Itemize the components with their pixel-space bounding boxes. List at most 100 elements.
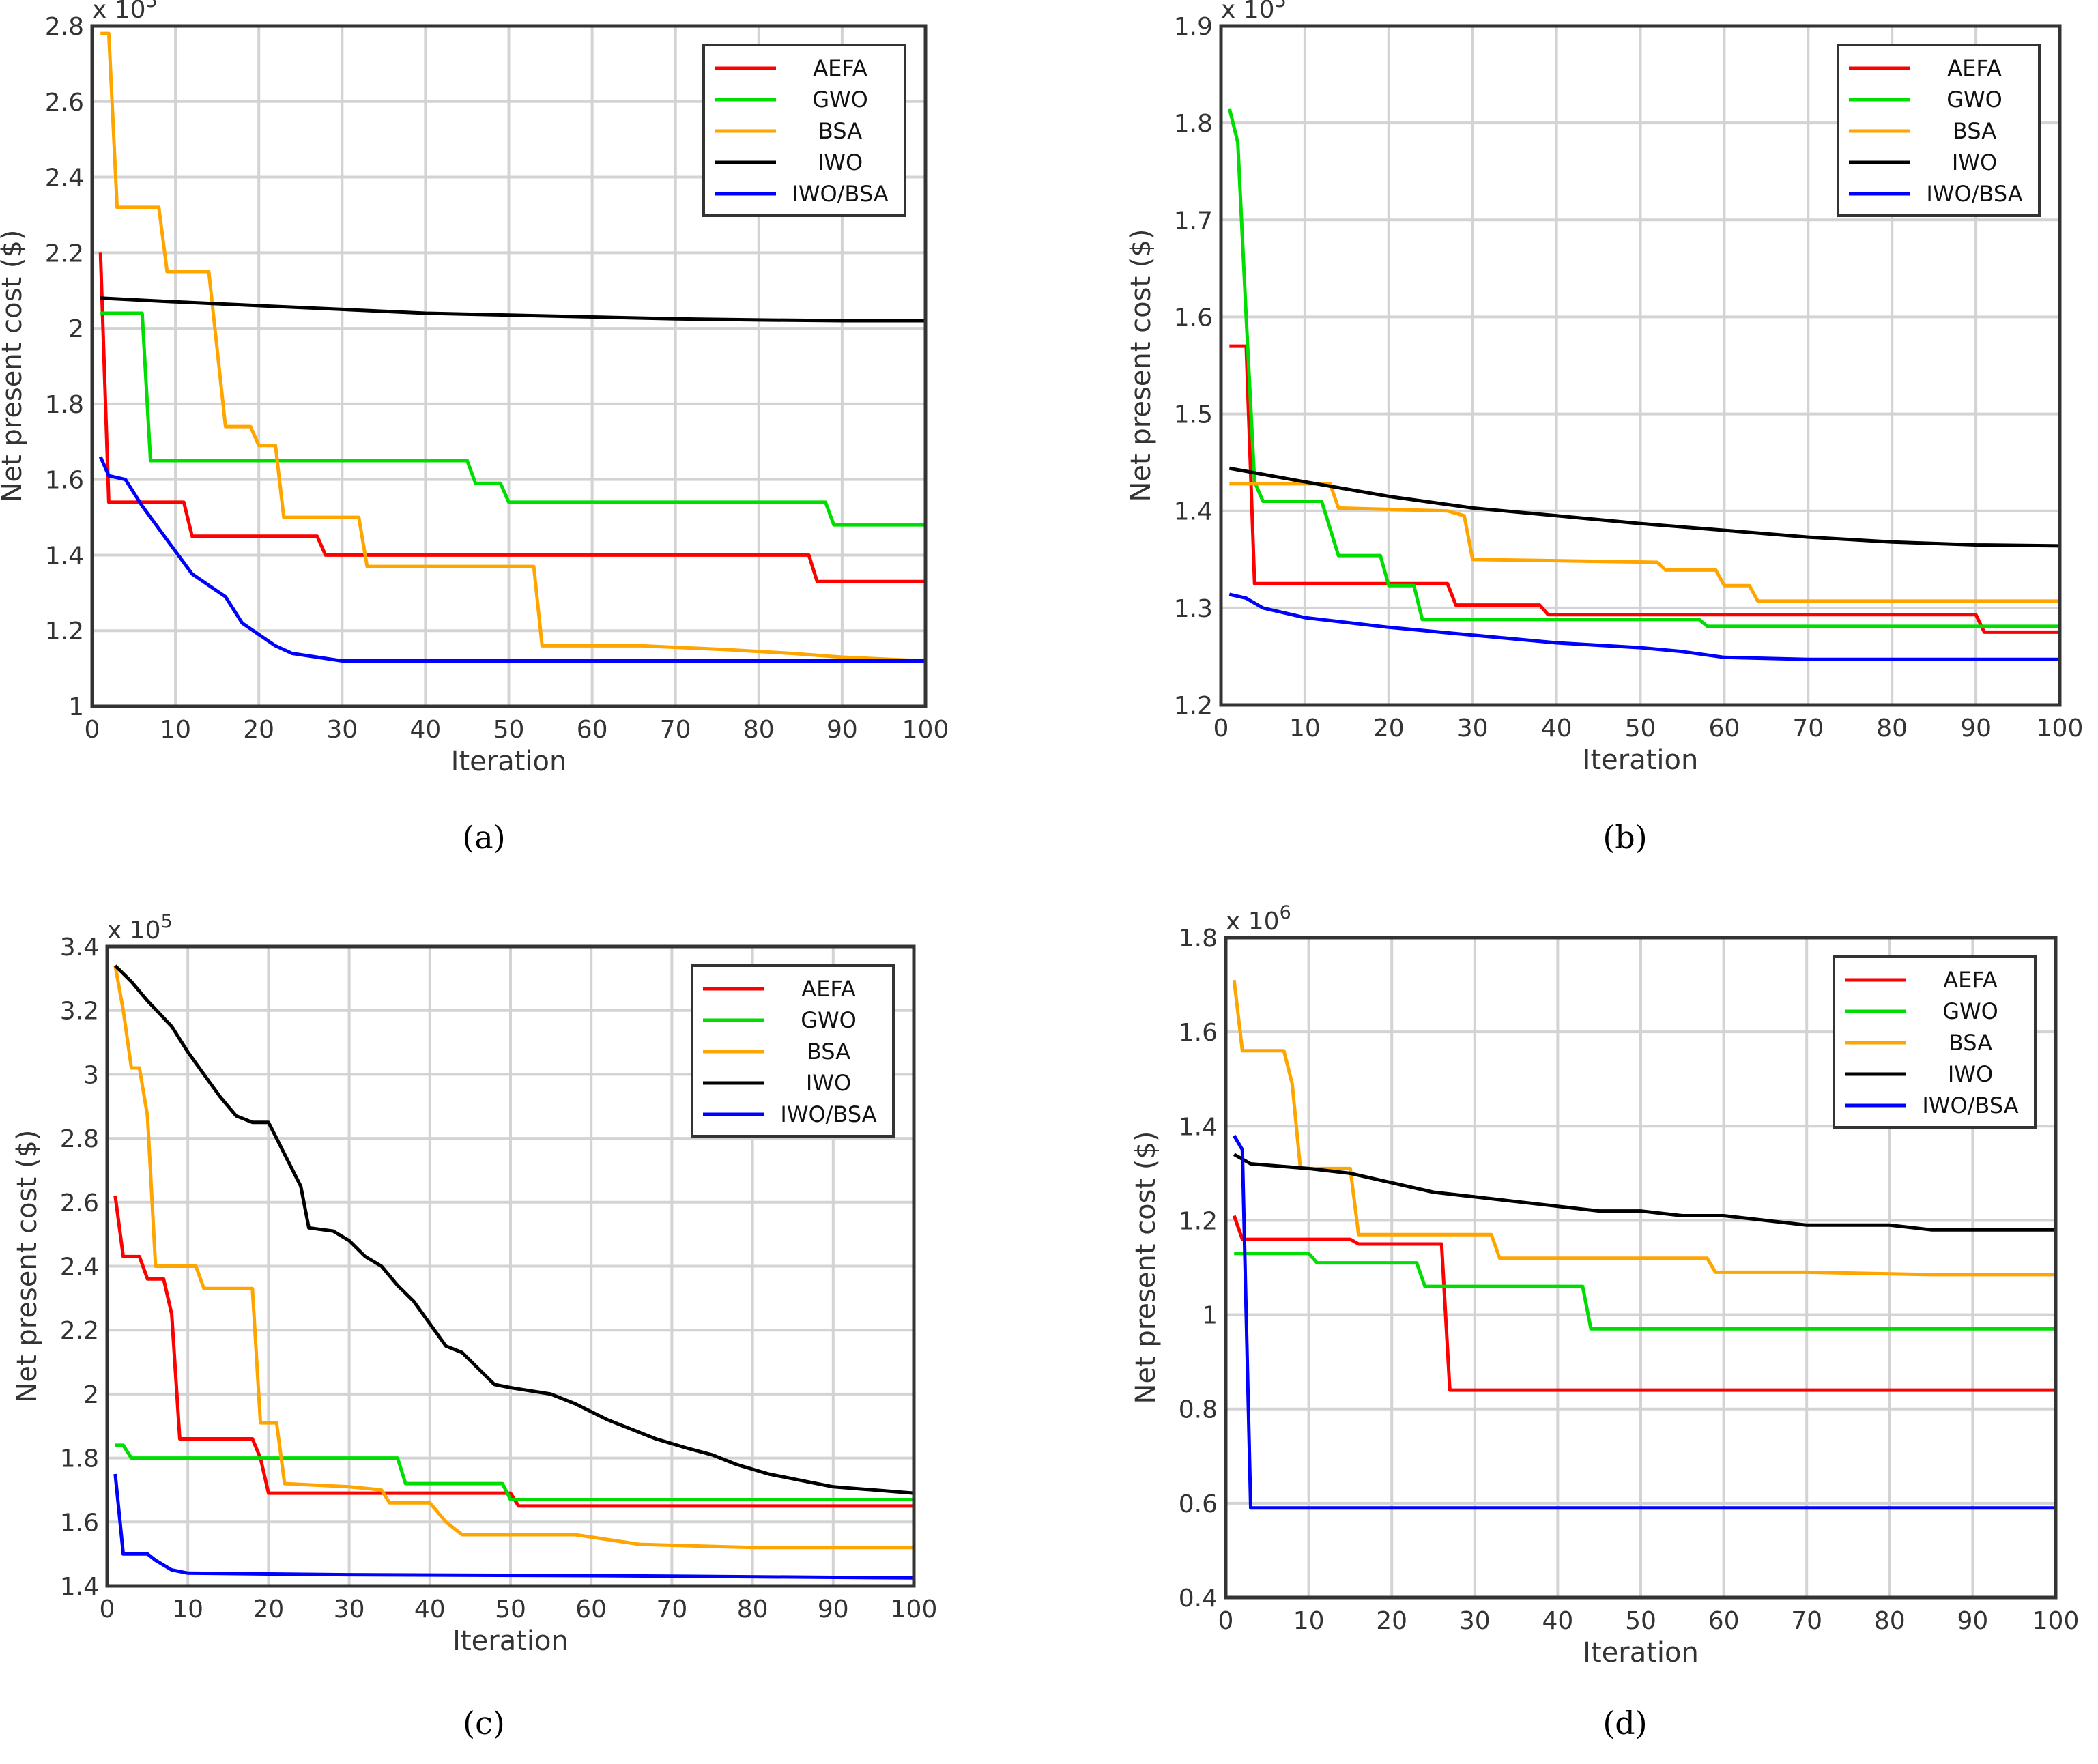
y-tick-label-c-8: 3 — [83, 1061, 99, 1089]
legend-label-iwo-c: IWO — [806, 1070, 851, 1096]
plot-frame-c — [105, 944, 916, 1588]
y-tick-label-c-5: 2.4 — [60, 1254, 99, 1282]
y-tick-label-a-9: 2.8 — [45, 13, 84, 41]
chart-c: 0 10 20 30 40 50 60 70 80 90 100 1.4 1.6 1.8 2 2.2 2.4 2.… — [12, 911, 937, 1657]
legend-label-iwo-d: IWO — [1948, 1061, 1993, 1087]
y-tick-label-b-0: 1.2 — [1174, 692, 1213, 720]
series-line-gwo-c — [115, 1443, 914, 1501]
y-tick-label-a-2: 1.4 — [45, 542, 84, 570]
x-tick-label-c-10: 100 — [891, 1595, 938, 1623]
x-tick-label-d-9: 90 — [1957, 1607, 1988, 1635]
legend-label-iwo-bsa-c: IWO/BSA — [780, 1101, 876, 1127]
x-tick-label-a-3: 30 — [326, 716, 358, 744]
plot-frame-d — [1224, 936, 2058, 1600]
legend-label-iwo-bsa-a: IWO/BSA — [792, 181, 888, 207]
legend-label-bsa-b: BSA — [1953, 118, 1996, 144]
series-line-iwo-bsa-d — [1233, 1134, 2056, 1510]
caption-d: (d) — [1603, 1705, 1648, 1741]
x-tick-label-c-6: 60 — [575, 1595, 607, 1623]
y-tick-label-d-6: 1.6 — [1179, 1019, 1218, 1047]
series-line-iwo-bsa-a — [98, 456, 925, 663]
y-tick-label-b-7: 1.9 — [1174, 13, 1213, 41]
y-tick-label-b-5: 1.7 — [1174, 207, 1213, 235]
x-tick-label-d-10: 100 — [2032, 1607, 2080, 1635]
x-tick-label-b-0: 0 — [1213, 714, 1229, 742]
y-axis-label-c: Net present cost ($) — [12, 1129, 43, 1402]
legend-label-bsa-c: BSA — [807, 1039, 850, 1065]
x-tick-label-b-5: 50 — [1625, 714, 1656, 742]
x-tick-label-c-7: 70 — [656, 1595, 687, 1623]
axis-multiplier-exponent-b: 5 — [1275, 0, 1287, 12]
y-axis-label-a: Net present cost ($) — [0, 229, 28, 502]
legend-label-gwo-c: GWO — [801, 1007, 857, 1033]
x-tick-label-b-2: 20 — [1373, 714, 1405, 742]
y-tick-label-b-3: 1.5 — [1174, 401, 1213, 429]
y-tick-label-c-0: 1.4 — [60, 1573, 99, 1601]
axis-multiplier-d: x 106 — [1226, 902, 1291, 936]
legend-label-iwo-bsa-b: IWO/BSA — [1926, 181, 2022, 207]
legend-label-gwo-b: GWO — [1946, 87, 2002, 113]
x-tick-label-c-3: 30 — [334, 1595, 365, 1623]
x-tick-label-c-5: 50 — [495, 1595, 526, 1623]
y-tick-label-c-7: 2.8 — [60, 1125, 99, 1153]
x-tick-label-b-7: 70 — [1792, 714, 1824, 742]
x-tick-label-d-0: 0 — [1218, 1607, 1234, 1635]
chart-d: 0 10 20 30 40 50 60 70 80 90 100 0.4 0.6 0.8 1 1.2 1.4 1.… — [1130, 902, 2079, 1668]
series-line-iwo-bsa-b — [1228, 592, 2060, 661]
x-tick-label-a-7: 70 — [660, 716, 691, 744]
y-tick-label-b-1: 1.3 — [1174, 595, 1213, 623]
series-line-iwo-d — [1233, 1153, 2056, 1232]
chart-b: 0 10 20 30 40 50 60 70 80 90 100 1.2 1.3 1.4 1.5 1.6 1.7… — [1125, 0, 2083, 776]
x-tick-label-d-1: 10 — [1293, 1607, 1325, 1635]
y-tick-label-d-4: 1.2 — [1179, 1207, 1218, 1235]
x-tick-label-b-8: 80 — [1876, 714, 1908, 742]
series-line-gwo-d — [1234, 1252, 2056, 1331]
x-tick-label-b-10: 100 — [2037, 714, 2084, 742]
legend-label-aefa-b: AEFA — [1947, 55, 2002, 81]
x-tick-label-a-10: 100 — [902, 716, 949, 744]
y-tick-label-d-0: 0.4 — [1179, 1585, 1218, 1613]
legend-label-iwo-b: IWO — [1952, 149, 1997, 175]
x-axis-label-d: Iteration — [1583, 1637, 1699, 1668]
series-line-bsa-b — [1229, 482, 2060, 603]
y-tick-label-c-2: 1.8 — [60, 1445, 99, 1473]
y-tick-label-a-5: 2 — [68, 315, 84, 343]
legend-label-aefa-c: AEFA — [801, 976, 856, 1002]
x-tick-label-d-8: 80 — [1874, 1607, 1906, 1635]
series-line-iwo-b — [1228, 466, 2060, 548]
caption-a: (a) — [462, 819, 506, 856]
x-tick-label-d-5: 50 — [1625, 1607, 1656, 1635]
x-axis-label-a: Iteration — [451, 746, 567, 777]
y-tick-label-d-3: 1 — [1202, 1302, 1218, 1330]
series-line-aefa-d — [1232, 1215, 2056, 1392]
y-tick-label-a-0: 1 — [68, 693, 84, 721]
x-tick-label-c-4: 40 — [414, 1595, 446, 1623]
y-tick-label-a-7: 2.4 — [45, 164, 84, 192]
x-tick-label-a-4: 40 — [409, 716, 441, 744]
x-tick-label-d-6: 60 — [1708, 1607, 1740, 1635]
series-line-gwo-a — [100, 311, 925, 527]
y-tick-label-a-4: 1.8 — [45, 391, 84, 419]
axis-multiplier-exponent-d: 6 — [1280, 902, 1291, 923]
axis-multiplier-a: x 105 — [92, 0, 158, 24]
y-tick-label-b-4: 1.6 — [1174, 304, 1213, 332]
caption-c: (c) — [463, 1705, 505, 1741]
y-tick-label-c-1: 1.6 — [60, 1509, 99, 1537]
legend-label-bsa-a: BSA — [818, 118, 862, 144]
x-tick-label-a-9: 90 — [827, 716, 858, 744]
series-line-gwo-b — [1227, 108, 2060, 628]
y-tick-label-b-2: 1.4 — [1174, 498, 1213, 526]
legend-label-iwo-a: IWO — [818, 149, 863, 175]
legend-label-gwo-a: GWO — [812, 87, 868, 113]
series-line-aefa-c — [113, 1196, 914, 1508]
y-axis-label-d: Net present cost ($) — [1130, 1131, 1162, 1404]
legend-label-gwo-d: GWO — [1942, 998, 1998, 1024]
series-line-iwo-a — [100, 296, 925, 323]
x-tick-label-d-2: 20 — [1376, 1607, 1407, 1635]
series-line-iwo-c — [114, 964, 914, 1495]
series-line-bsa-a — [100, 31, 925, 663]
x-tick-label-d-3: 30 — [1459, 1607, 1491, 1635]
x-tick-label-b-6: 60 — [1708, 714, 1740, 742]
x-tick-label-b-3: 30 — [1457, 714, 1489, 742]
